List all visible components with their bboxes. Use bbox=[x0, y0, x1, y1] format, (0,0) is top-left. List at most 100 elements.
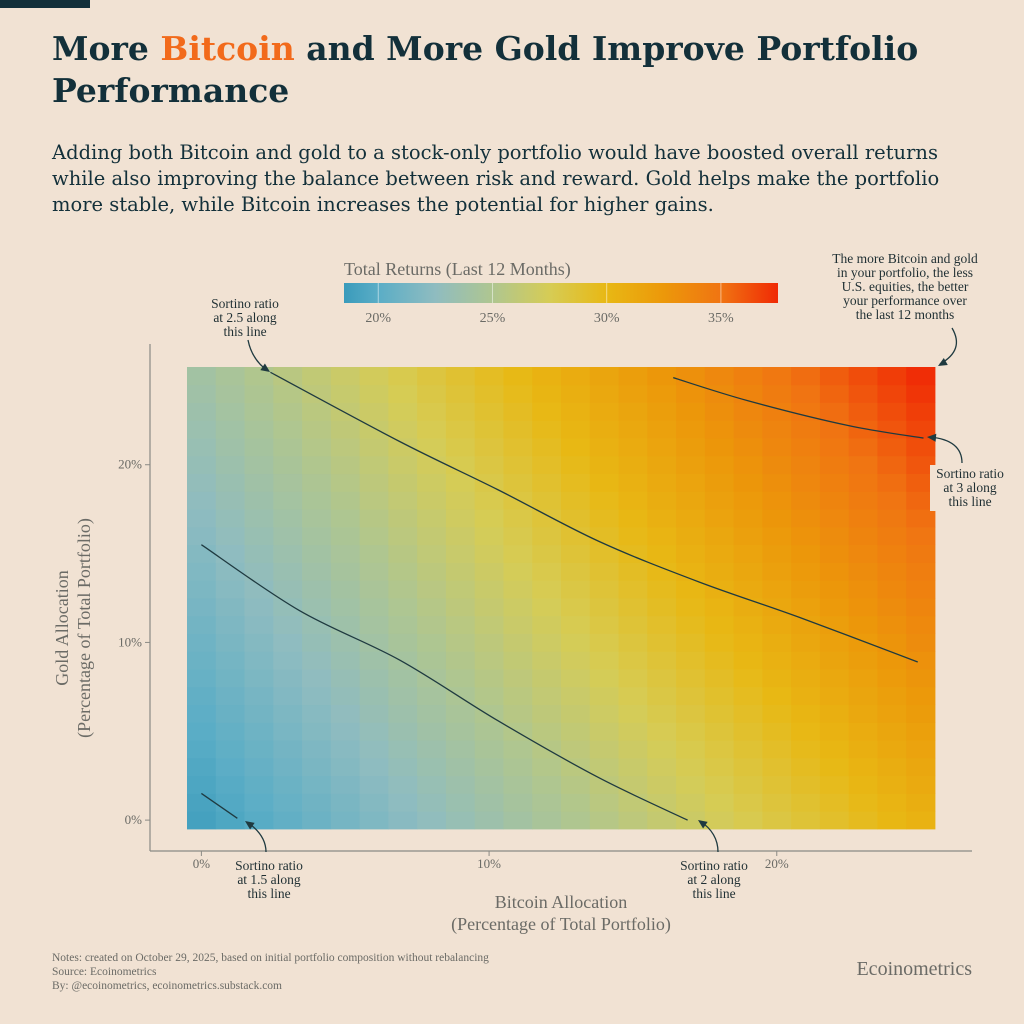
heatmap-cell bbox=[647, 473, 677, 492]
heatmap-cell bbox=[417, 455, 447, 475]
heatmap-cell bbox=[187, 686, 217, 706]
heatmap-cell bbox=[503, 740, 533, 759]
heatmap-cell bbox=[244, 367, 274, 386]
heatmap-cell bbox=[244, 633, 274, 652]
heatmap-cell bbox=[906, 811, 936, 830]
heatmap-cell bbox=[302, 669, 332, 688]
heatmap-cell bbox=[474, 669, 504, 688]
heatmap-cell bbox=[819, 757, 850, 777]
heatmap-cell bbox=[215, 722, 245, 741]
heatmap-cell bbox=[417, 615, 447, 634]
heatmap-cell bbox=[618, 669, 648, 688]
heatmap-cell bbox=[359, 526, 389, 546]
heatmap-cell bbox=[676, 669, 706, 688]
heatmap-cell bbox=[330, 740, 361, 759]
heatmap-cell bbox=[273, 367, 303, 386]
heatmap-cell bbox=[474, 580, 504, 599]
heatmap-cell bbox=[503, 598, 533, 617]
heatmap-cell bbox=[762, 740, 792, 759]
heatmap-cell bbox=[819, 598, 850, 617]
heatmap-cell bbox=[848, 544, 878, 563]
heatmap-cell bbox=[273, 544, 303, 563]
heatmap-cell bbox=[388, 580, 418, 599]
heatmap-cell bbox=[589, 580, 619, 599]
heatmap-cell bbox=[359, 544, 389, 563]
heatmap-cell bbox=[273, 793, 303, 812]
heatmap-cell bbox=[704, 651, 735, 670]
heatmap-cell bbox=[330, 704, 361, 723]
heatmap-cell bbox=[819, 722, 850, 741]
heatmap-cell bbox=[762, 491, 792, 510]
heatmap-cell bbox=[819, 615, 850, 634]
heatmap-cell bbox=[877, 562, 907, 581]
heatmap-cell bbox=[388, 669, 418, 688]
heatmap-cell bbox=[762, 633, 792, 652]
heatmap-cell bbox=[762, 775, 792, 794]
heatmap-cell bbox=[733, 811, 763, 830]
heatmap-cell bbox=[330, 615, 361, 634]
heatmap-cell bbox=[704, 544, 735, 563]
heatmap-cell bbox=[503, 633, 533, 652]
heatmap-cell bbox=[215, 367, 245, 386]
heatmap-cell bbox=[877, 722, 907, 741]
heatmap-cell bbox=[445, 811, 476, 830]
heatmap-cell bbox=[359, 775, 389, 794]
heatmap-cell bbox=[704, 757, 735, 777]
sortino-line-3 bbox=[673, 377, 924, 439]
heatmap-cell bbox=[388, 811, 418, 830]
heatmap-cell bbox=[532, 438, 562, 457]
heatmap-cell bbox=[330, 384, 361, 403]
heatmap-cell bbox=[445, 651, 476, 670]
heatmap-cell bbox=[676, 615, 706, 634]
heatmap-cell bbox=[589, 633, 619, 652]
heatmap-cell bbox=[532, 367, 562, 386]
heatmap-cell bbox=[273, 811, 303, 830]
heatmap-cell bbox=[906, 580, 936, 599]
heatmap-cell bbox=[906, 384, 936, 403]
heatmap-cell bbox=[647, 455, 677, 475]
heatmap-cell bbox=[848, 491, 878, 510]
heatmap-cell bbox=[704, 509, 735, 528]
heatmap-cell bbox=[848, 740, 878, 759]
heatmap-cell bbox=[906, 793, 936, 812]
heatmap-cell bbox=[273, 562, 303, 581]
heatmap-cell bbox=[445, 526, 476, 546]
heatmap-cell bbox=[302, 544, 332, 563]
arrow-more-better bbox=[938, 327, 958, 366]
heatmap-cell bbox=[676, 367, 706, 386]
heatmap-cell bbox=[589, 686, 619, 706]
heatmap-cell bbox=[417, 633, 447, 652]
heatmap-cell bbox=[187, 438, 217, 457]
heatmap-cell bbox=[704, 402, 735, 421]
heatmap-cell bbox=[474, 491, 504, 510]
heatmap-cell bbox=[676, 598, 706, 617]
heatmap-cell bbox=[762, 704, 792, 723]
heatmap-cell bbox=[704, 740, 735, 759]
heatmap-cell bbox=[762, 544, 792, 563]
heatmap-cell bbox=[561, 455, 591, 475]
heatmap-cell bbox=[359, 811, 389, 830]
heatmap-cell bbox=[359, 455, 389, 475]
heatmap-cell bbox=[273, 438, 303, 457]
heatmap-cell bbox=[762, 580, 792, 599]
heatmap-cell bbox=[388, 775, 418, 794]
heatmap-cell bbox=[445, 562, 476, 581]
heatmap-cell bbox=[388, 509, 418, 528]
heatmap-cell bbox=[302, 384, 332, 403]
source-text: Source: Ecoinometrics bbox=[52, 966, 157, 978]
heatmap-cell bbox=[877, 793, 907, 812]
heatmap-cell bbox=[791, 598, 821, 617]
heatmap-cell bbox=[273, 651, 303, 670]
heatmap-cell bbox=[877, 811, 907, 830]
heatmap-cell bbox=[848, 615, 878, 634]
heatmap-cell bbox=[791, 757, 821, 777]
heatmap-cell bbox=[561, 367, 591, 386]
heatmap-cell bbox=[589, 757, 619, 777]
heatmap-cell bbox=[215, 811, 245, 830]
heatmap-cell bbox=[445, 740, 476, 759]
heatmap-cell bbox=[503, 651, 533, 670]
y-tick-label: 10% bbox=[118, 634, 142, 649]
heatmap-cell bbox=[906, 509, 936, 528]
annotation-line: this line bbox=[247, 886, 290, 901]
